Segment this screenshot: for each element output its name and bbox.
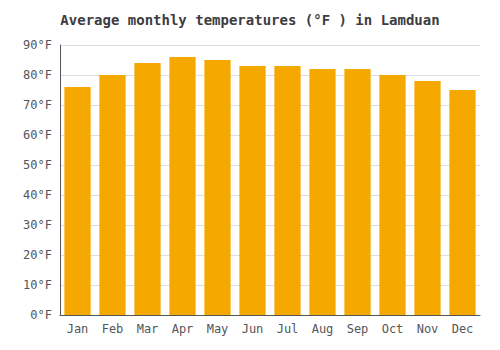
svg-text:10°F: 10°F (23, 278, 52, 292)
svg-text:Dec: Dec (452, 322, 474, 336)
svg-text:Apr: Apr (172, 322, 194, 336)
svg-text:90°F: 90°F (23, 38, 52, 52)
svg-text:Oct: Oct (382, 322, 404, 336)
svg-text:0°F: 0°F (30, 308, 52, 322)
svg-text:Jan: Jan (67, 322, 89, 336)
svg-text:Nov: Nov (417, 322, 439, 336)
svg-text:Jun: Jun (242, 322, 264, 336)
svg-text:60°F: 60°F (23, 128, 52, 142)
svg-text:Sep: Sep (347, 322, 369, 336)
svg-text:70°F: 70°F (23, 98, 52, 112)
svg-text:Jul: Jul (277, 322, 299, 336)
svg-text:Mar: Mar (137, 322, 159, 336)
svg-text:Average monthly temperatures (: Average monthly temperatures (°F ) in La… (60, 12, 439, 28)
svg-text:80°F: 80°F (23, 68, 52, 82)
svg-text:20°F: 20°F (23, 248, 52, 262)
svg-text:30°F: 30°F (23, 218, 52, 232)
svg-text:50°F: 50°F (23, 158, 52, 172)
svg-text:Aug: Aug (312, 322, 334, 336)
svg-text:40°F: 40°F (23, 188, 52, 202)
svg-text:May: May (207, 322, 229, 336)
svg-text:Feb: Feb (102, 322, 124, 336)
